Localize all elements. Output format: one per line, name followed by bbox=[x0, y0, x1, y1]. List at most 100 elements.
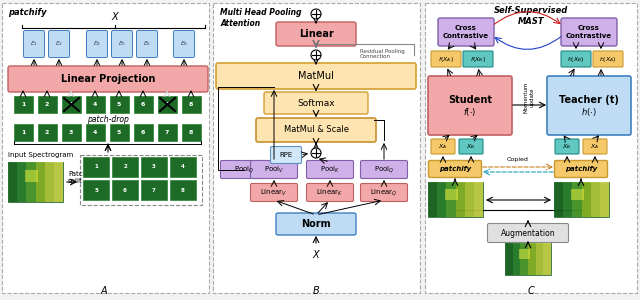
Text: $X_A$: $X_A$ bbox=[438, 142, 447, 152]
Text: Pool$_V$: Pool$_V$ bbox=[264, 165, 284, 175]
Bar bbox=[572, 182, 582, 217]
FancyBboxPatch shape bbox=[86, 31, 108, 58]
FancyBboxPatch shape bbox=[307, 160, 353, 178]
FancyBboxPatch shape bbox=[250, 160, 298, 178]
Bar bbox=[38, 124, 57, 141]
Bar bbox=[14, 124, 33, 141]
FancyBboxPatch shape bbox=[136, 31, 157, 58]
Bar bbox=[24, 170, 38, 182]
Text: B: B bbox=[312, 286, 319, 296]
Bar bbox=[110, 124, 129, 141]
Text: $f(X_A)$: $f(X_A)$ bbox=[438, 55, 454, 64]
Text: 5: 5 bbox=[117, 101, 121, 106]
Text: Norm: Norm bbox=[301, 219, 331, 229]
Text: 8: 8 bbox=[181, 188, 185, 193]
Text: Pool$_Q$: Pool$_Q$ bbox=[374, 165, 394, 175]
Text: $h(\cdot)$: $h(\cdot)$ bbox=[581, 106, 597, 118]
Text: Linear$_Q$: Linear$_Q$ bbox=[371, 188, 397, 198]
Bar bbox=[158, 96, 177, 113]
Bar bbox=[141, 180, 167, 200]
FancyBboxPatch shape bbox=[438, 18, 494, 46]
Bar bbox=[45, 162, 54, 202]
FancyBboxPatch shape bbox=[360, 160, 408, 178]
Text: 7: 7 bbox=[165, 130, 169, 134]
FancyBboxPatch shape bbox=[250, 184, 298, 202]
Text: Linear$_K$: Linear$_K$ bbox=[316, 188, 344, 198]
FancyBboxPatch shape bbox=[463, 51, 493, 67]
Text: Pool$_Q$: Pool$_Q$ bbox=[234, 165, 254, 175]
FancyBboxPatch shape bbox=[256, 118, 376, 142]
Bar bbox=[182, 124, 201, 141]
Text: 6: 6 bbox=[141, 101, 145, 106]
Text: 7: 7 bbox=[165, 101, 169, 106]
Bar bbox=[582, 182, 591, 217]
FancyBboxPatch shape bbox=[307, 184, 353, 202]
Text: Momentum
update: Momentum update bbox=[524, 81, 534, 113]
Text: $E_5$: $E_5$ bbox=[118, 40, 126, 48]
FancyBboxPatch shape bbox=[216, 63, 416, 89]
FancyBboxPatch shape bbox=[459, 139, 483, 154]
Bar bbox=[456, 182, 465, 217]
Text: 5: 5 bbox=[117, 130, 121, 134]
Bar bbox=[536, 243, 543, 275]
Bar bbox=[570, 189, 584, 200]
Bar bbox=[2, 3, 209, 293]
Bar bbox=[591, 182, 600, 217]
Bar bbox=[158, 124, 177, 141]
Bar bbox=[445, 189, 458, 200]
Bar bbox=[437, 182, 446, 217]
Text: $E_6$: $E_6$ bbox=[143, 40, 151, 48]
Bar bbox=[62, 96, 81, 113]
Text: 1: 1 bbox=[94, 164, 98, 169]
Bar bbox=[83, 180, 109, 200]
Text: Residual Pooling
Connection: Residual Pooling Connection bbox=[360, 49, 404, 59]
Text: Multi Head Pooling
Attention: Multi Head Pooling Attention bbox=[220, 8, 301, 28]
Text: $X_B$: $X_B$ bbox=[467, 142, 476, 152]
Bar bbox=[38, 96, 57, 113]
Text: RPE: RPE bbox=[280, 152, 292, 158]
Text: Cross
Contrastive: Cross Contrastive bbox=[566, 26, 612, 38]
Text: 8: 8 bbox=[189, 101, 193, 106]
Text: 8: 8 bbox=[189, 130, 193, 134]
Bar bbox=[554, 182, 563, 217]
Text: A: A bbox=[100, 286, 108, 296]
Bar bbox=[80, 155, 202, 205]
Bar bbox=[425, 3, 637, 293]
Bar bbox=[213, 3, 420, 293]
Text: Self-Supervised
MAST: Self-Supervised MAST bbox=[494, 6, 568, 26]
FancyBboxPatch shape bbox=[488, 224, 568, 242]
Bar bbox=[112, 157, 138, 177]
Bar bbox=[170, 157, 196, 177]
Bar bbox=[112, 180, 138, 200]
Bar bbox=[35, 162, 45, 202]
Bar bbox=[465, 182, 474, 217]
Bar bbox=[428, 182, 437, 217]
Text: patchify: patchify bbox=[565, 166, 597, 172]
Bar bbox=[528, 243, 536, 275]
Bar bbox=[513, 243, 520, 275]
Circle shape bbox=[311, 50, 321, 60]
Bar bbox=[17, 162, 26, 202]
Text: Softmax: Softmax bbox=[297, 98, 335, 107]
FancyBboxPatch shape bbox=[221, 160, 268, 178]
Text: $E_4$: $E_4$ bbox=[93, 40, 101, 48]
Text: Linear: Linear bbox=[299, 29, 333, 39]
Text: Student: Student bbox=[448, 95, 492, 105]
FancyBboxPatch shape bbox=[431, 139, 455, 154]
Text: Linear Projection: Linear Projection bbox=[61, 74, 155, 84]
FancyBboxPatch shape bbox=[111, 31, 132, 58]
FancyBboxPatch shape bbox=[271, 146, 301, 164]
Text: 6: 6 bbox=[123, 188, 127, 193]
FancyBboxPatch shape bbox=[264, 92, 368, 114]
Bar bbox=[446, 182, 456, 217]
Bar bbox=[141, 157, 167, 177]
Text: $X_B$: $X_B$ bbox=[563, 142, 572, 152]
Text: 3: 3 bbox=[152, 164, 156, 169]
Bar bbox=[8, 162, 17, 202]
Bar bbox=[110, 96, 129, 113]
Text: $f(\cdot)$: $f(\cdot)$ bbox=[463, 106, 477, 118]
Bar bbox=[134, 96, 153, 113]
Text: 1: 1 bbox=[21, 101, 25, 106]
FancyBboxPatch shape bbox=[173, 31, 195, 58]
FancyBboxPatch shape bbox=[547, 76, 631, 135]
